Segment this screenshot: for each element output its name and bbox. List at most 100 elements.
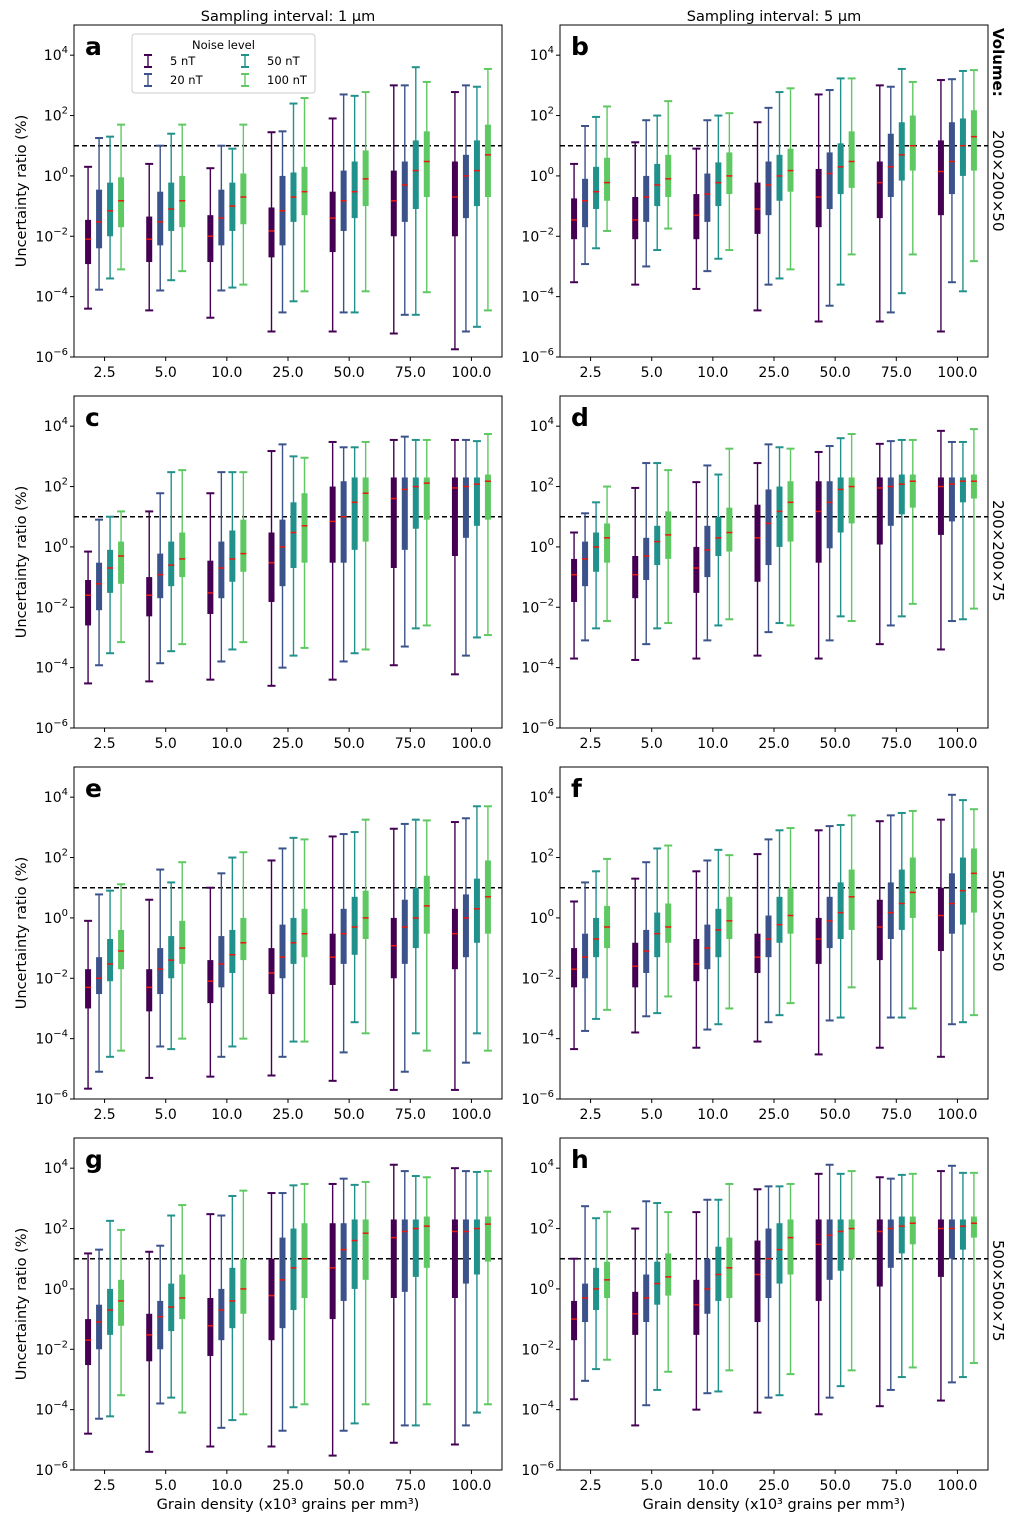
iqr-box: [937, 140, 944, 216]
box-5-nT: [206, 1213, 215, 1448]
box-50-nT: [472, 805, 481, 1035]
iqr-box: [473, 1219, 480, 1275]
iqr-box: [887, 133, 894, 198]
y-axis-title: Uncertainty ratio (%): [14, 1228, 30, 1380]
iqr-box: [351, 477, 358, 550]
box-20-nT: [461, 1170, 470, 1427]
iqr-box: [643, 537, 650, 581]
box-50-nT: [653, 847, 662, 1015]
x-tick-label: 25.0: [758, 1107, 789, 1123]
box-50-nT: [167, 471, 176, 653]
panel-letter: e: [85, 774, 102, 803]
box-50-nT: [411, 818, 420, 1035]
iqr-box: [604, 157, 611, 201]
iqr-box: [654, 912, 661, 958]
box-100-nT: [847, 814, 856, 989]
iqr-box: [787, 1219, 794, 1275]
box-50-nT: [958, 1171, 967, 1379]
panel-letter: a: [85, 32, 102, 61]
iqr-box: [473, 477, 480, 526]
box-5-nT: [570, 1257, 579, 1401]
iqr-box: [118, 929, 125, 970]
iqr-box: [909, 115, 916, 171]
iqr-box: [970, 110, 977, 171]
x-tick-label: 10.0: [697, 1107, 728, 1123]
y-tick-label: 10−6: [521, 347, 554, 366]
x-tick-label: 25.0: [272, 736, 303, 752]
iqr-box: [107, 1288, 114, 1335]
iqr-box: [787, 887, 794, 934]
iqr-box: [593, 917, 600, 958]
iqr-box: [412, 1219, 419, 1277]
y-tick-label: 10−6: [521, 1089, 554, 1108]
box-20-nT: [825, 445, 834, 642]
box-100-nT: [603, 485, 612, 623]
y-tick-label: 10−2: [35, 968, 68, 987]
box-5-nT: [84, 1252, 93, 1435]
iqr-box: [604, 523, 611, 563]
iqr-box: [909, 474, 916, 508]
iqr-box: [423, 477, 430, 520]
y-tick-label: 100: [44, 166, 68, 185]
iqr-box: [362, 1219, 369, 1280]
iqr-box: [179, 1274, 186, 1320]
iqr-box: [948, 477, 955, 522]
panel-letter: h: [571, 1145, 589, 1174]
iqr-box: [765, 1228, 772, 1298]
panel-letter: d: [571, 403, 589, 432]
iqr-box: [826, 481, 833, 549]
box-100-nT: [908, 80, 917, 256]
iqr-box: [351, 161, 358, 219]
box-100-nT: [969, 69, 978, 263]
box-20-nT: [339, 833, 348, 1054]
x-tick-label: 5.0: [641, 736, 663, 752]
box-50-nT: [228, 147, 237, 289]
legend-entry: 20 nT: [144, 73, 204, 87]
box-50-nT: [958, 799, 967, 1024]
iqr-box: [351, 896, 358, 955]
x-tick-label: 100.0: [937, 1478, 977, 1494]
iqr-box: [401, 1219, 408, 1292]
iqr-box: [107, 182, 114, 237]
box-50-nT: [775, 1185, 784, 1397]
x-tick-label: 5.0: [155, 736, 177, 752]
box-5-nT: [753, 462, 762, 657]
panel-letter: g: [85, 1145, 103, 1174]
box-50-nT: [592, 1217, 601, 1371]
x-tick-label: 5.0: [155, 1478, 177, 1494]
x-tick-label: 2.5: [579, 1107, 601, 1123]
iqr-box: [959, 477, 966, 503]
box-100-nT: [361, 818, 370, 1035]
y-tick-label: 100: [530, 537, 554, 556]
x-tick-label: 2.5: [93, 736, 115, 752]
iqr-box: [168, 541, 175, 587]
iqr-box: [693, 1279, 700, 1335]
iqr-box: [462, 154, 469, 219]
box-5-nT: [631, 877, 640, 1034]
iqr-box: [451, 1219, 458, 1298]
x-tick-label: 100.0: [451, 736, 491, 752]
y-tick-label: 102: [44, 477, 68, 496]
box-20-nT: [764, 443, 773, 634]
x-tick-label: 25.0: [758, 365, 789, 381]
box-50-nT: [228, 1194, 237, 1422]
iqr-box: [401, 161, 408, 222]
box-20-nT: [156, 492, 165, 665]
box-100-nT: [483, 1170, 492, 1406]
iqr-box: [290, 1228, 297, 1311]
x-tick-label: 25.0: [758, 1478, 789, 1494]
box-50-nT: [836, 823, 845, 1019]
box-100-nT: [969, 428, 978, 610]
box-20-nT: [278, 1192, 287, 1432]
iqr-box: [462, 1219, 469, 1284]
iqr-box: [96, 1304, 103, 1350]
iqr-box: [815, 481, 822, 563]
iqr-box: [848, 869, 855, 930]
box-100-nT: [786, 87, 795, 271]
box-20-nT: [95, 518, 104, 667]
box-20-nT: [339, 93, 348, 314]
box-50-nT: [106, 135, 115, 280]
x-tick-label: 10.0: [211, 736, 242, 752]
iqr-box: [240, 519, 247, 572]
legend-entry: 50 nT: [241, 54, 301, 68]
